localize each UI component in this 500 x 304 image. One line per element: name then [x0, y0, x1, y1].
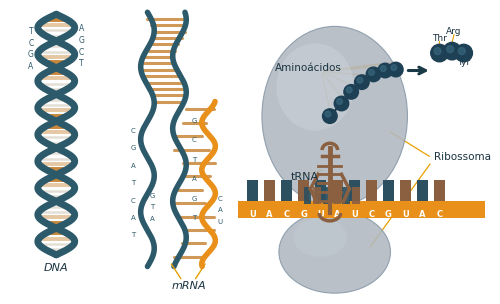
Text: U: U — [402, 209, 409, 219]
Circle shape — [458, 48, 466, 55]
Circle shape — [391, 65, 397, 71]
Bar — [342, 187, 350, 204]
Text: DNA: DNA — [44, 263, 68, 273]
Text: C: C — [368, 209, 374, 219]
Text: U: U — [351, 209, 358, 219]
Text: Aminoácidos: Aminoácidos — [274, 63, 342, 73]
Text: G: G — [78, 36, 84, 45]
Bar — [304, 187, 312, 204]
Text: C: C — [79, 48, 84, 57]
Circle shape — [322, 109, 337, 123]
Text: T: T — [131, 233, 135, 238]
Bar — [248, 180, 258, 202]
Text: T: T — [192, 157, 196, 163]
Bar — [383, 180, 394, 202]
Text: G: G — [300, 209, 307, 219]
Text: A: A — [266, 209, 273, 219]
Text: C: C — [130, 128, 136, 134]
Circle shape — [368, 70, 374, 75]
Circle shape — [334, 96, 349, 111]
Text: T: T — [28, 27, 34, 36]
Bar — [434, 180, 445, 202]
Circle shape — [357, 77, 363, 83]
Circle shape — [380, 66, 386, 71]
Text: G: G — [130, 145, 136, 151]
Text: A: A — [192, 176, 196, 182]
Text: T: T — [150, 204, 154, 210]
Text: A: A — [79, 24, 84, 33]
Circle shape — [446, 46, 454, 53]
Text: U: U — [218, 219, 223, 225]
Bar — [400, 180, 411, 202]
Text: A: A — [150, 216, 154, 222]
Text: U: U — [317, 209, 324, 219]
Ellipse shape — [294, 218, 347, 257]
Circle shape — [388, 62, 403, 77]
Circle shape — [430, 44, 448, 62]
Text: Ribossoma: Ribossoma — [434, 152, 490, 162]
Text: Tyr: Tyr — [457, 58, 470, 67]
Text: T: T — [192, 215, 196, 221]
Text: Thr: Thr — [432, 34, 447, 43]
Text: C: C — [130, 198, 136, 203]
Ellipse shape — [276, 43, 354, 131]
Text: A: A — [218, 207, 222, 213]
Text: A: A — [419, 209, 426, 219]
Text: C: C — [218, 195, 222, 202]
Text: G: G — [192, 195, 196, 202]
Text: A: A — [130, 215, 136, 221]
Bar — [366, 180, 377, 202]
Text: G: G — [192, 118, 196, 124]
Bar — [264, 180, 275, 202]
Bar — [323, 187, 331, 204]
Text: tRNA: tRNA — [291, 172, 319, 182]
Ellipse shape — [279, 211, 390, 293]
Text: C: C — [436, 209, 442, 219]
Text: G: G — [150, 193, 155, 199]
Text: G: G — [385, 209, 392, 219]
Circle shape — [455, 44, 472, 62]
Text: A: A — [334, 209, 341, 219]
Bar — [316, 180, 326, 202]
Bar — [417, 180, 428, 202]
Bar — [314, 187, 321, 204]
Text: U: U — [250, 209, 256, 219]
Bar — [333, 187, 340, 204]
Circle shape — [434, 48, 441, 55]
Text: A: A — [28, 62, 34, 71]
Circle shape — [444, 42, 461, 60]
Text: T: T — [131, 180, 135, 186]
Circle shape — [378, 63, 392, 78]
Bar — [352, 187, 360, 204]
Bar — [282, 180, 292, 202]
Bar — [349, 180, 360, 202]
Circle shape — [366, 67, 381, 82]
Ellipse shape — [262, 26, 408, 206]
Text: Arg: Arg — [446, 27, 462, 36]
Bar — [298, 180, 309, 202]
Text: mRNA: mRNA — [172, 281, 206, 291]
Bar — [238, 202, 485, 218]
Circle shape — [325, 111, 331, 117]
Text: T: T — [79, 59, 84, 68]
Circle shape — [346, 87, 352, 93]
Text: C: C — [28, 39, 34, 48]
Circle shape — [336, 98, 342, 105]
Text: C: C — [192, 137, 196, 143]
Text: A: A — [130, 163, 136, 169]
Circle shape — [344, 85, 358, 99]
Circle shape — [354, 75, 369, 89]
Text: C: C — [284, 209, 290, 219]
Bar — [332, 180, 343, 202]
Text: G: G — [28, 50, 34, 60]
